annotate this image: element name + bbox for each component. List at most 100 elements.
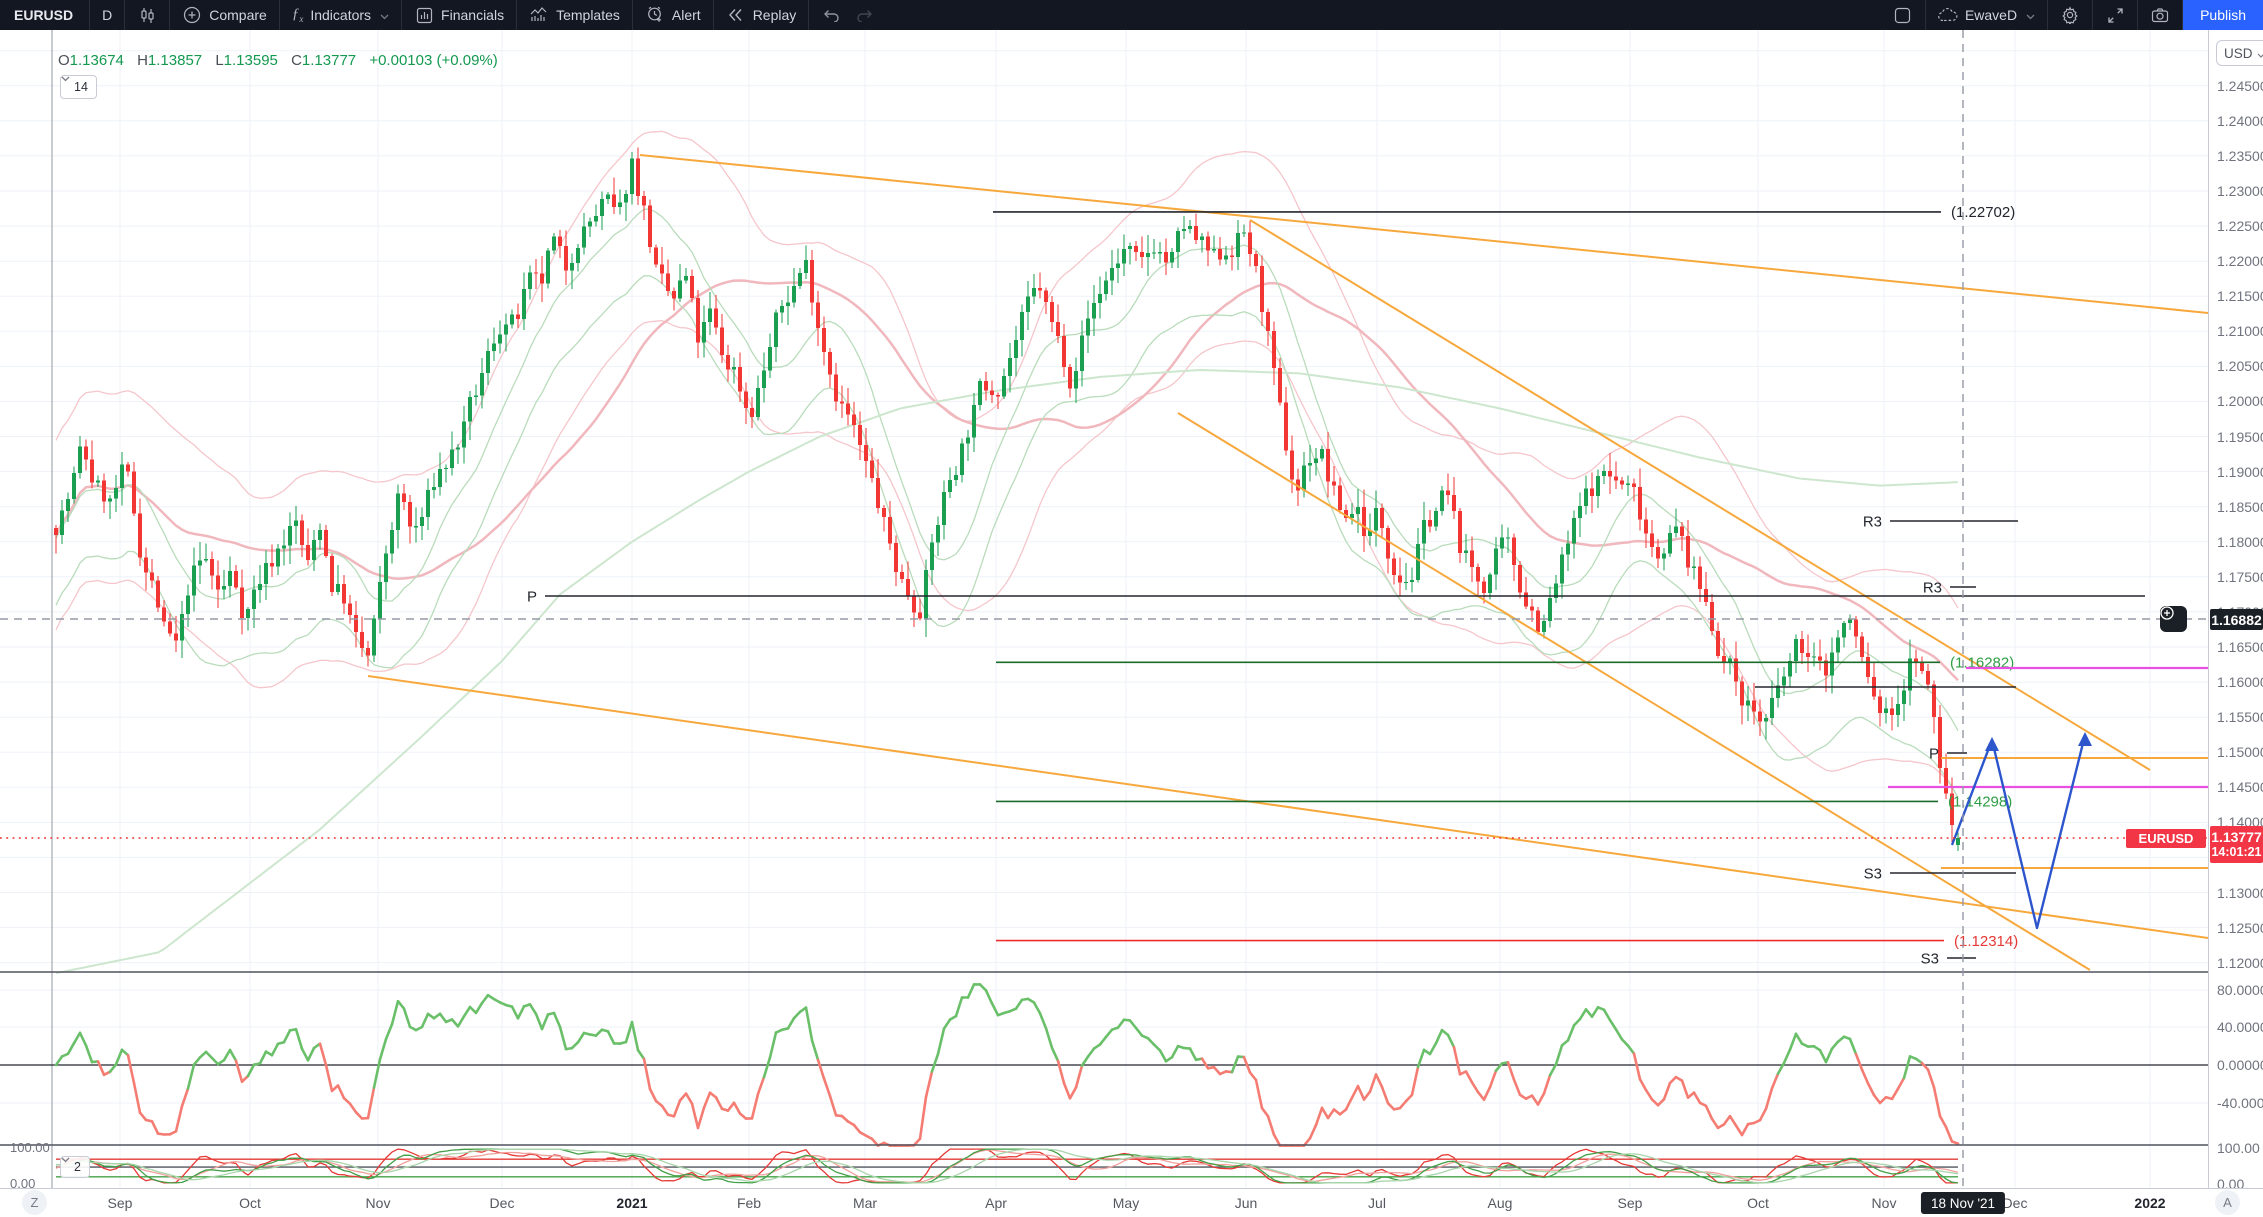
bollinger-upper-band	[56, 131, 1958, 608]
zoom-button-label: Z	[31, 1195, 39, 1210]
alert-button[interactable]: Alert	[633, 0, 714, 30]
gear-icon	[2060, 5, 2080, 25]
oscillator-axis-label: 0.00000	[2217, 1057, 2263, 1073]
price-axis-label: 1.13000	[2217, 885, 2263, 901]
snapshot-button[interactable]	[2138, 0, 2183, 30]
settings-button[interactable]	[2048, 0, 2093, 30]
undo-redo-group	[809, 0, 887, 30]
price-axis-label: 1.16500	[2217, 639, 2263, 655]
financials-button[interactable]: Financials	[402, 0, 517, 30]
price-axis-label: 1.23000	[2217, 183, 2263, 199]
price-axis-label: 1.17500	[2217, 569, 2263, 585]
compare-icon	[182, 5, 202, 25]
publish-button[interactable]: Publish	[2183, 0, 2263, 30]
price-axis-label: 1.24500	[2217, 78, 2263, 94]
time-axis-label: Oct	[239, 1195, 261, 1211]
line-label: R3	[1923, 579, 1942, 596]
chart-canvas[interactable]: (1.22702)(1.16282)(1.14298)(1.12314)PR3R…	[0, 30, 2208, 1188]
last-price-badge: 1.13777 14:01:21	[2210, 826, 2263, 863]
arrow-up-icon	[1985, 737, 1999, 751]
alert-clock-icon	[645, 5, 665, 25]
camera-icon	[2150, 5, 2170, 25]
ohlc-legend: O1.13674 H1.13857 L1.13595 C1.13777 +0.0…	[58, 52, 498, 69]
stoch-axis-label: 100.00	[2217, 1140, 2260, 1156]
currency-label: USD	[2224, 46, 2253, 61]
time-axis-label: May	[1113, 1195, 1139, 1211]
interval-button[interactable]: D	[90, 0, 125, 30]
replay-button[interactable]: Replay	[714, 0, 810, 30]
chevron-down-icon	[2257, 46, 2263, 61]
undo-icon[interactable]	[821, 5, 841, 25]
high-label: H	[137, 52, 148, 69]
collapse-bottom-indicators-button[interactable]: 2	[60, 1156, 90, 1178]
countdown-value: 14:01:21	[2211, 845, 2261, 859]
auto-button-label: A	[2223, 1195, 2232, 1210]
indicators-label: Indicators	[310, 7, 371, 23]
price-axis[interactable]: 1.120001.125001.130001.135001.140001.145…	[2208, 30, 2263, 1188]
slow-ma-line	[56, 370, 1958, 973]
indicator-bands	[56, 131, 1958, 973]
collapse-indicators-button[interactable]: 14	[60, 75, 97, 99]
templates-button[interactable]: Templates	[517, 0, 633, 30]
pink-ma-line	[56, 281, 1958, 681]
price-axis-label: 1.12500	[2217, 920, 2263, 936]
redo-icon[interactable]	[855, 5, 875, 25]
symbol-label: EURUSD	[2139, 831, 2194, 846]
financials-label: Financials	[441, 7, 504, 23]
indicators-icon: ƒx	[292, 6, 304, 24]
low-value: 1.13595	[224, 52, 278, 69]
line-label: S3	[1921, 950, 1939, 967]
price-axis-label: 1.20500	[2217, 358, 2263, 374]
time-axis-label: Dec	[490, 1195, 515, 1211]
time-axis-label: Feb	[737, 1195, 761, 1211]
compare-label: Compare	[209, 7, 267, 23]
layout-name-label: EwaveD	[1965, 7, 2017, 23]
crosshair-price-badge: 1.16882	[2210, 609, 2263, 630]
replay-icon	[726, 5, 746, 25]
layout-icon	[1893, 5, 1913, 25]
chart-style-button[interactable]	[125, 0, 170, 30]
price-axis-label: 1.15000	[2217, 744, 2263, 760]
crosshair-add-order-button[interactable]	[2160, 606, 2187, 632]
currency-toggle-button[interactable]: USD	[2216, 40, 2263, 66]
indicators-button[interactable]: ƒx Indicators	[280, 0, 402, 30]
price-axis-label: 1.19500	[2217, 429, 2263, 445]
price-axis-label: 1.18500	[2217, 499, 2263, 515]
time-axis-label: Nov	[1872, 1195, 1897, 1211]
time-axis-label: 2022	[2134, 1195, 2165, 1211]
symbol-button[interactable]: EURUSD	[0, 0, 90, 30]
line-label: (1.14298)	[1948, 794, 2012, 811]
crosshair-date-value: 18 Nov '21	[1931, 1196, 1995, 1211]
compare-button[interactable]: Compare	[170, 0, 280, 30]
cloud-layout-button[interactable]: EwaveD	[1926, 0, 2048, 30]
reset-zoom-button[interactable]: Z	[22, 1190, 47, 1215]
price-axis-label: 1.20000	[2217, 393, 2263, 409]
publish-label: Publish	[2200, 7, 2246, 23]
auto-scale-button[interactable]: A	[2215, 1190, 2240, 1215]
low-label: L	[215, 52, 223, 69]
close-value: 1.13777	[302, 52, 356, 69]
price-axis-label: 1.12000	[2217, 955, 2263, 971]
top-toolbar: EURUSD D Compare ƒx Indicators Financial…	[0, 0, 2263, 30]
collapsed-count-label: 14	[74, 80, 88, 94]
stoch-slow-red	[56, 1150, 1958, 1183]
price-axis-label: 1.19000	[2217, 464, 2263, 480]
crosshair-price-value: 1.16882	[2211, 612, 2262, 628]
toolbar-right: EwaveD Publish	[1881, 0, 2263, 30]
green-envelope-upper	[56, 209, 1958, 731]
replay-label: Replay	[753, 7, 797, 23]
templates-label: Templates	[556, 7, 620, 23]
symbol-label: EURUSD	[14, 7, 73, 23]
time-axis-label: Jun	[1235, 1195, 1258, 1211]
green-envelope-lower	[56, 276, 1958, 798]
interval-label: D	[102, 7, 112, 23]
drawing-annotations[interactable]: (1.22702)(1.16282)(1.14298)(1.12314)PR3R…	[368, 155, 2208, 970]
stoch-left-min-label: 0.00	[10, 1176, 35, 1188]
layout-button[interactable]	[1881, 0, 1926, 30]
price-axis-label: 1.18000	[2217, 534, 2263, 550]
fullscreen-button[interactable]	[2093, 0, 2138, 30]
price-line-symbol-badge: EURUSD	[2126, 829, 2206, 848]
line-label: P	[527, 588, 537, 605]
